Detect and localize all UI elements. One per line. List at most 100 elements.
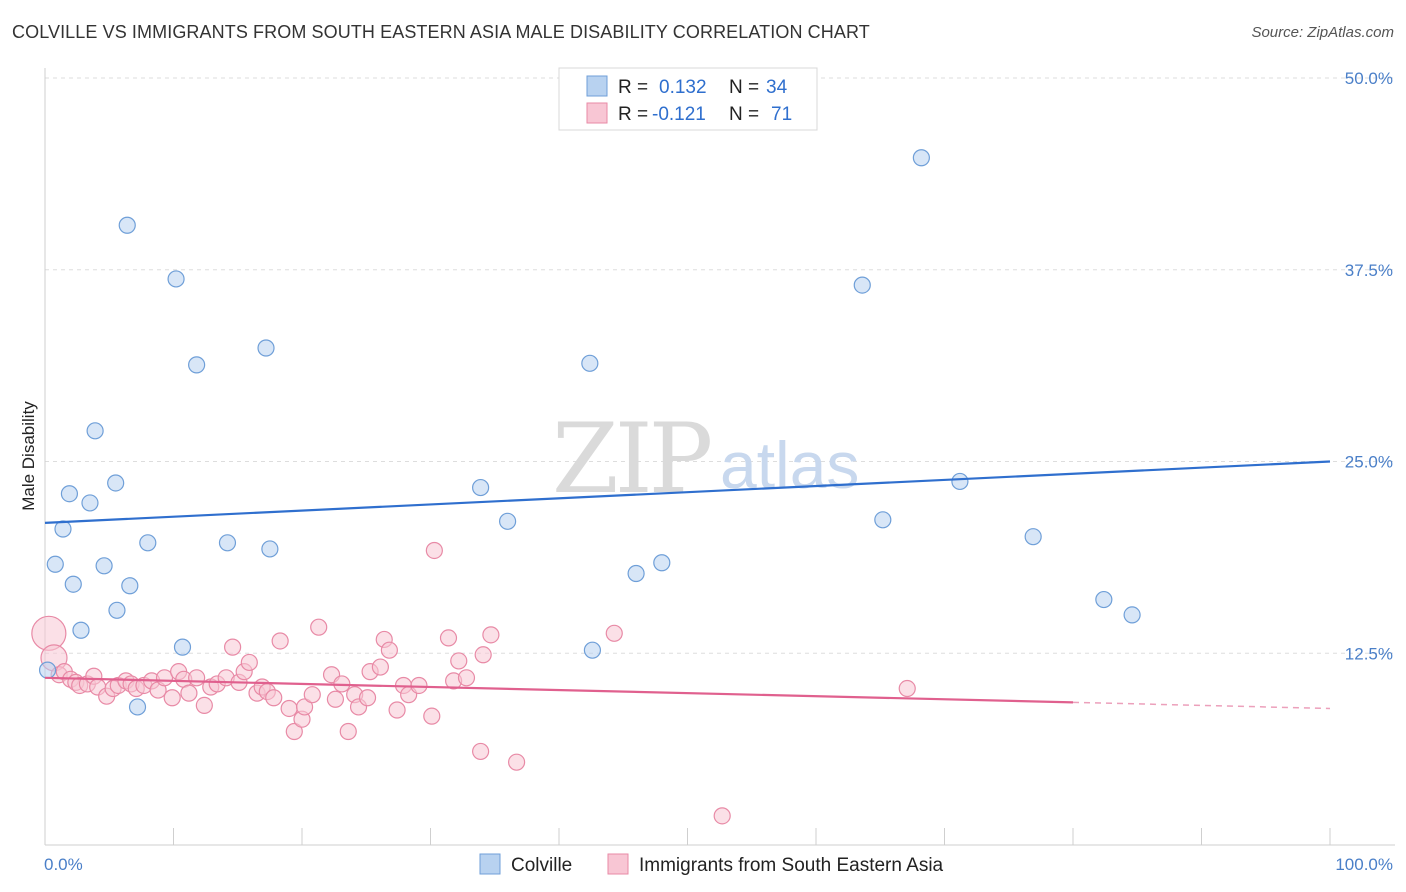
blue-point-13 (128, 698, 147, 716)
legend-r-value-2: -0.121 (652, 104, 706, 125)
blue-point-12 (121, 577, 139, 595)
bottom-legend-label-colville: Colville (511, 855, 572, 876)
blue-point-21 (472, 478, 490, 497)
bottom-legend-swatch-colville (479, 853, 501, 875)
y-tick-labels: 12.5% 25.0% 37.5% 50.0% (1345, 69, 1393, 663)
legend-n-label-1: N = (729, 77, 759, 98)
pink-point-58 (410, 676, 428, 695)
blue-point-26 (653, 554, 671, 572)
watermark: ZIP atlas (552, 403, 859, 515)
pink-point-0 (31, 615, 67, 651)
blue-point-32 (1095, 590, 1113, 609)
pink-point-47 (339, 722, 357, 741)
blue-point-4 (64, 575, 82, 593)
pink-point-67 (507, 753, 526, 771)
pink-point-71 (425, 541, 443, 560)
blue-point-0 (38, 661, 57, 679)
pink-point-69 (898, 679, 916, 698)
legend-swatch-colville (586, 75, 608, 97)
pink-point-45 (326, 690, 345, 708)
pink-point-36 (265, 689, 283, 707)
blue-point-15 (167, 270, 185, 288)
pink-point-23 (180, 684, 198, 702)
y-axis-label: Male Disability (19, 401, 38, 511)
pink-point-25 (195, 696, 213, 715)
pink-point-68 (605, 624, 623, 642)
pink-point-43 (310, 618, 328, 636)
bottom-legend: Colville Immigrants from South Eastern A… (479, 853, 944, 876)
pink-point-29 (224, 638, 242, 656)
legend-box: R = 0.132 N = 34 R = -0.121 N = 71 (558, 67, 818, 131)
blue-point-3 (60, 485, 79, 503)
blue-point-19 (257, 339, 275, 357)
pink-point-41 (295, 698, 314, 716)
trend-line-immigrants (44, 676, 1074, 704)
pink-point-52 (371, 658, 389, 676)
bottom-legend-swatch-immigrants (607, 853, 629, 875)
axes (44, 68, 1395, 846)
pink-point-39 (285, 722, 303, 741)
pink-point-20 (163, 689, 181, 707)
blue-point-25 (627, 564, 645, 583)
blue-point-30 (951, 472, 969, 491)
bottom-legend-label-immigrants: Immigrants from South Eastern Asia (639, 855, 944, 876)
legend-n-value-1: 34 (766, 77, 788, 98)
pink-point-42 (303, 686, 321, 704)
legend-r-label-2: R = (618, 104, 648, 125)
blue-point-20 (261, 540, 279, 558)
legend-n-label-2: N = (729, 104, 759, 125)
blue-point-17 (188, 356, 206, 374)
blue-point-28 (874, 511, 892, 529)
blue-point-24 (581, 354, 599, 372)
legend-n-value-2: 71 (771, 104, 792, 125)
trend-line-immigrants-extension (1072, 701, 1331, 710)
blue-point-11 (118, 216, 136, 234)
gridlines (45, 77, 1395, 654)
pink-point-60 (439, 629, 458, 647)
blue-point-5 (72, 621, 90, 639)
x-axis-ticks (44, 828, 1331, 845)
blue-point-6 (81, 494, 99, 512)
pink-point-66 (482, 626, 500, 644)
pink-point-54 (380, 641, 398, 659)
trend-lines (44, 460, 1331, 710)
pink-point-37 (271, 632, 289, 650)
pink-point-62 (450, 652, 468, 670)
watermark-atlas: atlas (720, 428, 859, 502)
chart-source: Source: ZipAtlas.com (1251, 24, 1394, 41)
legend-r-label-1: R = (618, 77, 648, 98)
blue-point-9 (107, 474, 125, 492)
blue-point-18 (218, 534, 237, 552)
blue-point-23 (583, 641, 602, 659)
pink-point-55 (388, 701, 406, 719)
blue-point-33 (1123, 606, 1141, 624)
blue-point-29 (912, 149, 930, 167)
legend-r-value-1: 0.132 (659, 77, 707, 98)
blue-point-22 (499, 512, 517, 530)
blue-point-1 (46, 555, 64, 573)
pink-point-50 (358, 689, 377, 707)
x-tick-label-max: 100.0% (1335, 855, 1393, 874)
pink-point-24 (188, 669, 206, 687)
y-tick-label-3: 50.0% (1345, 69, 1393, 88)
pink-point-63 (457, 669, 476, 687)
blue-point-10 (108, 601, 126, 619)
y-tick-label-0: 12.5% (1345, 644, 1393, 663)
chart-title: COLVILLE VS IMMIGRANTS FROM SOUTH EASTER… (12, 22, 870, 42)
blue-point-7 (86, 422, 104, 440)
pink-point-65 (474, 646, 492, 664)
pink-point-38 (280, 699, 298, 718)
pink-point-32 (240, 653, 258, 672)
x-tick-label-min: 0.0% (44, 855, 83, 874)
blue-point-2 (54, 520, 72, 538)
pink-point-64 (472, 742, 490, 761)
pink-point-70 (713, 807, 731, 825)
trend-line-colville (44, 460, 1331, 524)
y-tick-label-1: 25.0% (1345, 453, 1393, 472)
blue-point-27 (853, 276, 871, 294)
blue-point-14 (139, 534, 157, 552)
pink-point-59 (423, 707, 441, 725)
legend-swatch-immigrants (586, 102, 608, 124)
blue-point-16 (173, 638, 192, 656)
